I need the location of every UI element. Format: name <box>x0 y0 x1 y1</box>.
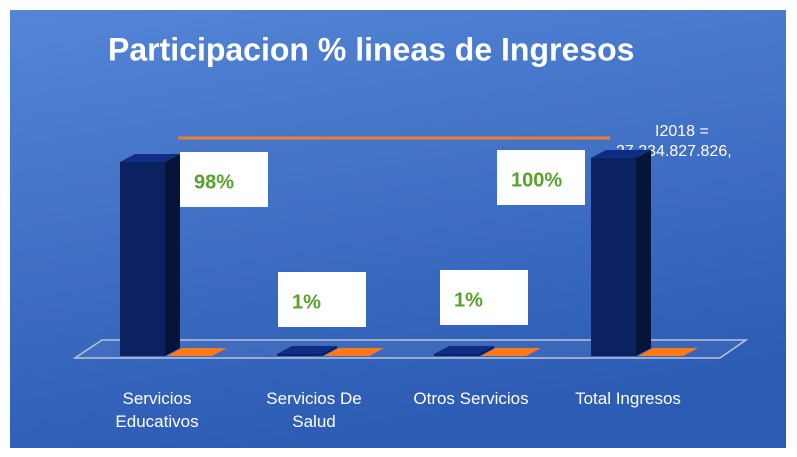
floor <box>72 339 749 359</box>
x-tick-label: Servicios De Salud <box>266 389 362 431</box>
bar-top <box>324 348 384 356</box>
bar-top <box>591 150 651 158</box>
bar-top <box>638 348 698 356</box>
bar-top <box>481 348 541 356</box>
data-label: 98% <box>194 171 234 193</box>
data-label: 100% <box>511 169 562 191</box>
bar <box>434 354 479 356</box>
bar <box>120 161 165 356</box>
data-label-box <box>278 272 366 327</box>
data-label-box <box>440 270 528 325</box>
data-label-box <box>497 150 585 205</box>
chart-title: Participacion % lineas de Ingresos <box>108 31 634 67</box>
annotation: I2018 = <box>655 123 709 140</box>
x-tick-label: Servicios Educativos <box>115 389 199 431</box>
data-label: 1% <box>454 289 483 311</box>
bar-top <box>120 153 180 162</box>
bar-side <box>636 150 651 356</box>
bar-side <box>479 346 494 356</box>
bar <box>277 354 322 356</box>
x-tick-label: Otros Servicios <box>413 389 529 408</box>
data-label: 1% <box>292 291 321 313</box>
bar-side <box>322 346 337 356</box>
data-label-box <box>180 152 268 207</box>
bar <box>591 158 636 356</box>
bar-top <box>277 346 337 355</box>
x-tick-label: Total Ingresos <box>575 389 681 408</box>
bar-top <box>434 346 494 355</box>
bar-side <box>165 153 180 356</box>
bar-top <box>167 348 227 356</box>
